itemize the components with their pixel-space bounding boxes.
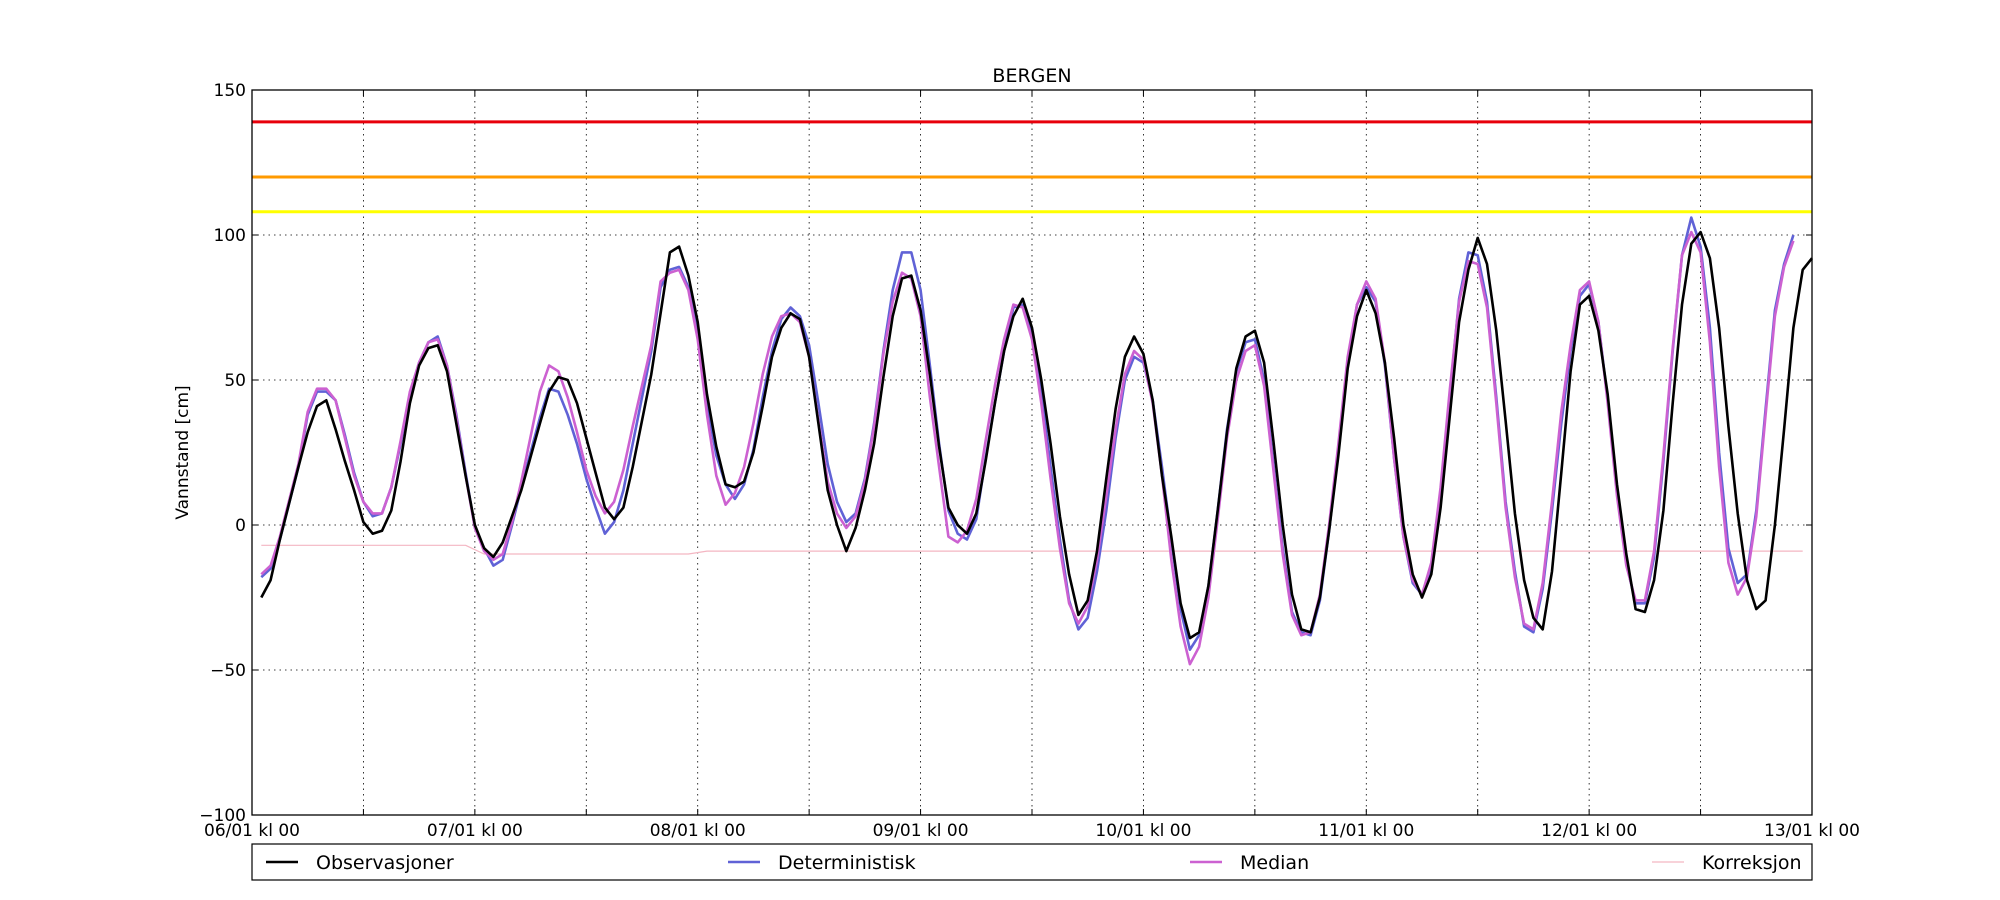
series-line-median <box>260 230 1795 666</box>
grid <box>252 90 1812 815</box>
legend-frame <box>251 843 1813 881</box>
x-tick-label: 08/01 kl 00 <box>650 821 746 841</box>
x-tick-label: 11/01 kl 00 <box>1318 821 1414 841</box>
axis-ticks: −100 −50 0 50 100 150 06/01 kl 00 07/01 kl 00 08… <box>199 81 1860 841</box>
legend-label: Median <box>1240 852 1309 874</box>
x-tick-label: 10/01 kl 00 <box>1095 821 1191 841</box>
series-line-korreksjon <box>261 544 1803 555</box>
y-tick-label: −50 <box>210 661 246 681</box>
x-tick-label: 13/01 kl 00 <box>1764 821 1860 841</box>
x-tick-label: 06/01 kl 00 <box>204 821 300 841</box>
y-tick-label: 150 <box>214 81 246 101</box>
y-tick-label: 100 <box>214 226 246 246</box>
x-tick-label: 09/01 kl 00 <box>873 821 969 841</box>
y-axis-label: Vannstand [cm] <box>173 385 193 519</box>
y-tick-label: 50 <box>224 371 246 391</box>
y-tick-label: −100 <box>199 806 246 826</box>
legend-label: Deterministisk <box>778 852 916 874</box>
legend-label: Korreksjon <box>1702 852 1802 874</box>
y-tick-label: 0 <box>235 516 246 536</box>
x-tick-label: 07/01 kl 00 <box>427 821 523 841</box>
series-lines <box>260 216 1814 666</box>
threshold-lines <box>252 120 1812 214</box>
series-line-observasjoner <box>260 230 1814 640</box>
legend: Observasjoner Deterministisk Median Korreks… <box>251 843 1813 881</box>
legend-label: Observasjoner <box>316 852 454 874</box>
x-tick-label: 12/01 kl 00 <box>1541 821 1637 841</box>
chart-title: BERGEN <box>992 65 1071 87</box>
